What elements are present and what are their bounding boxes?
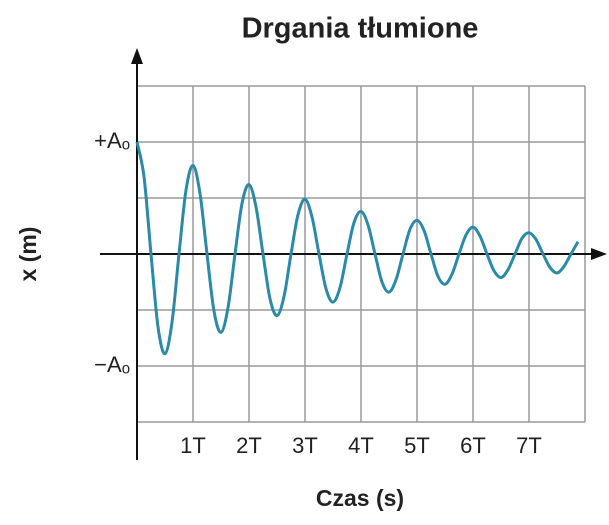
x-tick-label: 7T [516, 433, 542, 458]
x-tick-label: 5T [404, 433, 430, 458]
x-tick-label: 1T [180, 433, 206, 458]
damped-curve [135, 141, 580, 356]
x-tick-label: 4T [348, 433, 374, 458]
y-axis-arrow [131, 48, 143, 64]
y-tick-label: −Aₒ [94, 352, 130, 377]
x-tick-label: 6T [460, 433, 486, 458]
chart-title: Drgania tłumione [242, 13, 479, 45]
x-tick-label: 2T [236, 433, 262, 458]
x-axis-label: Czas (s) [316, 485, 404, 511]
y-axis-label: x (m) [15, 227, 41, 282]
x-axis-arrow [591, 248, 607, 260]
x-tick-label: 3T [292, 433, 318, 458]
y-tick-label: +Aₒ [94, 128, 130, 153]
